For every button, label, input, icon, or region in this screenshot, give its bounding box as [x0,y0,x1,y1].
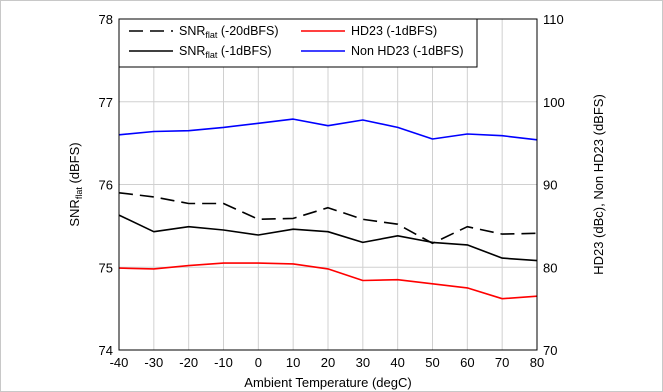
legend-label-3-base: Non HD23 (-1dBFS) [351,44,464,58]
y-right-tick-label: 80 [543,260,557,275]
y-left-tick-label: 74 [99,343,113,358]
y-left-tick-label: 77 [99,95,113,110]
y-left-axis-title-base: SNR [67,199,82,226]
x-tick-label: 30 [356,355,370,370]
legend-label-1-base: SNR [179,44,205,58]
y-left-tick-label: 76 [99,178,113,193]
y-right-tick-label: 110 [543,12,564,27]
x-tick-label: -30 [144,355,163,370]
legend-label-1-rest: (-1dBFS) [217,44,271,58]
x-tick-label: -10 [214,355,233,370]
x-tick-label: 60 [460,355,474,370]
x-tick-label: 0 [255,355,262,370]
legend-label-2: HD23 (-1dBFS) [351,24,437,38]
x-tick-label: 50 [425,355,439,370]
x-tick-label: 10 [286,355,300,370]
x-tick-label: 20 [321,355,335,370]
series-line-2 [118,262,538,300]
legend-box [118,18,478,68]
legend-label-0-subscript: flat [205,30,218,40]
x-tick-label: 80 [530,355,544,370]
series-line-0 [118,192,538,245]
legend-label-1-subscript: flat [205,50,218,60]
legend-label-2-base: HD23 (-1dBFS) [351,24,437,38]
x-axis-title: Ambient Temperature (degC) [244,375,411,390]
y-right-tick-label: 70 [543,343,557,358]
y-right-tick-label: 90 [543,178,557,193]
series-line-3 [118,118,538,141]
y-left-tick-label: 78 [99,12,113,27]
legend-label-1: SNRflat (-1dBFS) [179,44,272,60]
y-left-axis-title-rest: (dBFS) [67,142,82,187]
series-line-1 [118,214,538,262]
legend-label-0-rest: (-20dBFS) [217,24,278,38]
legend-label-0-base: SNR [179,24,205,38]
y-left-axis-title: SNRflat (dBFS) [67,142,84,226]
y-right-axis-title: HD23 (dBc), Non HD23 (dBFS) [591,94,606,275]
x-tick-label: 70 [495,355,509,370]
x-tick-label: -20 [179,355,198,370]
legend-label-3: Non HD23 (-1dBFS) [351,44,464,58]
x-tick-label: -40 [110,355,129,370]
y-right-tick-label: 100 [543,95,565,110]
legend-label-0: SNRflat (-20dBFS) [179,24,279,40]
y-left-tick-label: 75 [99,260,113,275]
y-left-axis-title-subscript: flat [74,187,84,200]
x-tick-label: 40 [390,355,404,370]
